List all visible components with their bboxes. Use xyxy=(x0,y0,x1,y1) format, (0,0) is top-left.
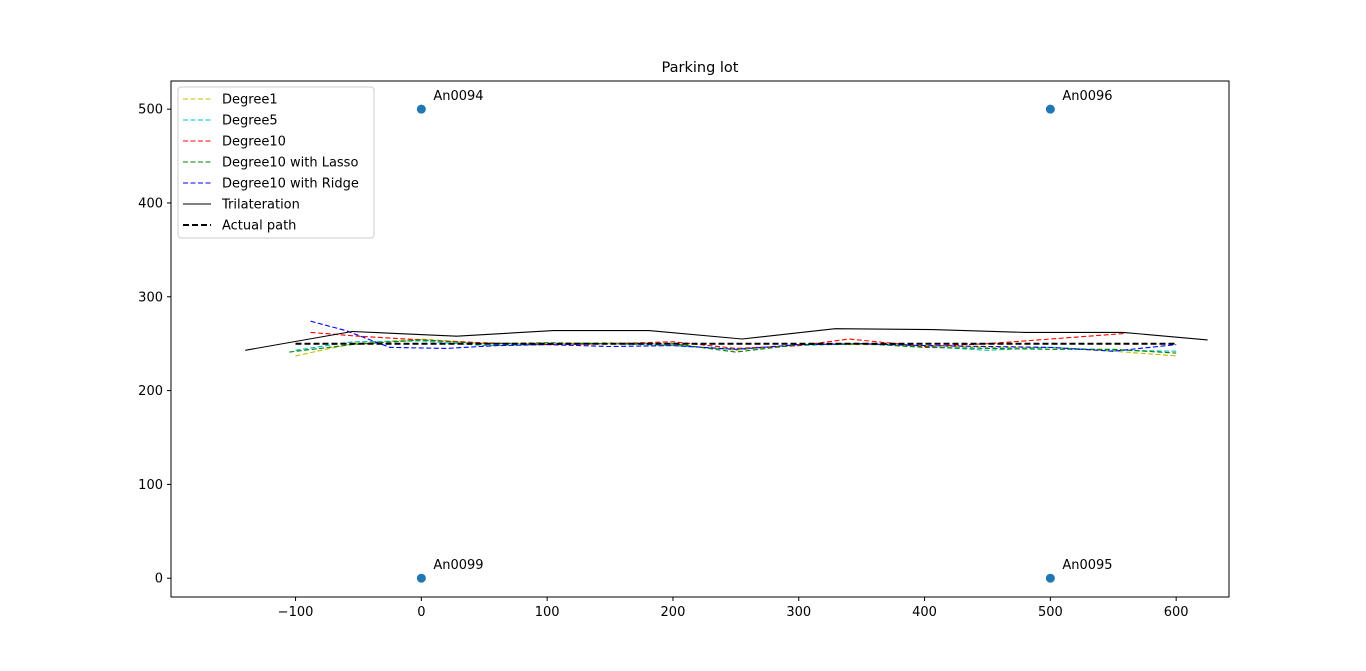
legend-label-actual-path: Actual path xyxy=(222,219,296,234)
x-tick-label: 100 xyxy=(535,605,560,620)
legend-label-degree10: Degree10 xyxy=(222,135,286,150)
y-axis: 0 100 200 300 400 500 xyxy=(138,103,171,587)
anchor-label-an0096: An0096 xyxy=(1062,89,1112,104)
x-tick-label: 600 xyxy=(1164,605,1189,620)
legend-label-degree10-with-ridge: Degree10 with Ridge xyxy=(222,177,359,192)
anchor-point-an0096 xyxy=(1045,104,1055,114)
anchor-point-an0099 xyxy=(416,573,426,583)
anchor-label-an0099: An0099 xyxy=(433,558,483,573)
x-tick-label: 300 xyxy=(786,605,811,620)
series-line-trilateration xyxy=(245,328,1208,351)
legend-box xyxy=(177,86,375,239)
y-tick-label: 0 xyxy=(155,572,163,587)
y-tick-label: 200 xyxy=(138,384,163,399)
series-line-degree10-with-ridge xyxy=(310,320,1177,352)
legend-label-degree10-with-lasso: Degree10 with Lasso xyxy=(222,156,358,171)
legend: Degree1 Degree5 Degree10 Degree10 with Lass… xyxy=(177,86,375,239)
x-tick-label: 500 xyxy=(1038,605,1063,620)
legend-label-trilateration: Trilateration xyxy=(221,198,300,213)
anchor-layer: An0094 An0096 An0099 An0095 xyxy=(416,89,1113,583)
legend-label-degree5: Degree5 xyxy=(222,114,278,129)
x-tick-label: 400 xyxy=(912,605,937,620)
anchor-label-an0095: An0095 xyxy=(1062,558,1112,573)
x-axis: −100 0 100 200 300 400 500 600 xyxy=(278,597,1189,620)
y-tick-label: 300 xyxy=(138,290,163,305)
series-line-degree10-with-lasso xyxy=(289,339,1177,354)
x-tick-label: 0 xyxy=(417,605,425,620)
chart-title: Parking lot xyxy=(662,60,739,76)
series-layer xyxy=(245,320,1208,357)
anchor-point-an0094 xyxy=(416,104,426,114)
x-tick-label: 200 xyxy=(661,605,686,620)
plot-area-frame xyxy=(170,80,1230,598)
anchor-point-an0095 xyxy=(1045,573,1055,583)
series-line-degree5 xyxy=(295,340,1177,352)
y-tick-label: 100 xyxy=(138,478,163,493)
x-tick-label: −100 xyxy=(278,605,314,620)
anchor-label-an0094: An0094 xyxy=(433,89,483,104)
legend-label-degree1: Degree1 xyxy=(222,93,278,108)
y-tick-label: 500 xyxy=(138,103,163,118)
y-tick-label: 400 xyxy=(138,196,163,211)
